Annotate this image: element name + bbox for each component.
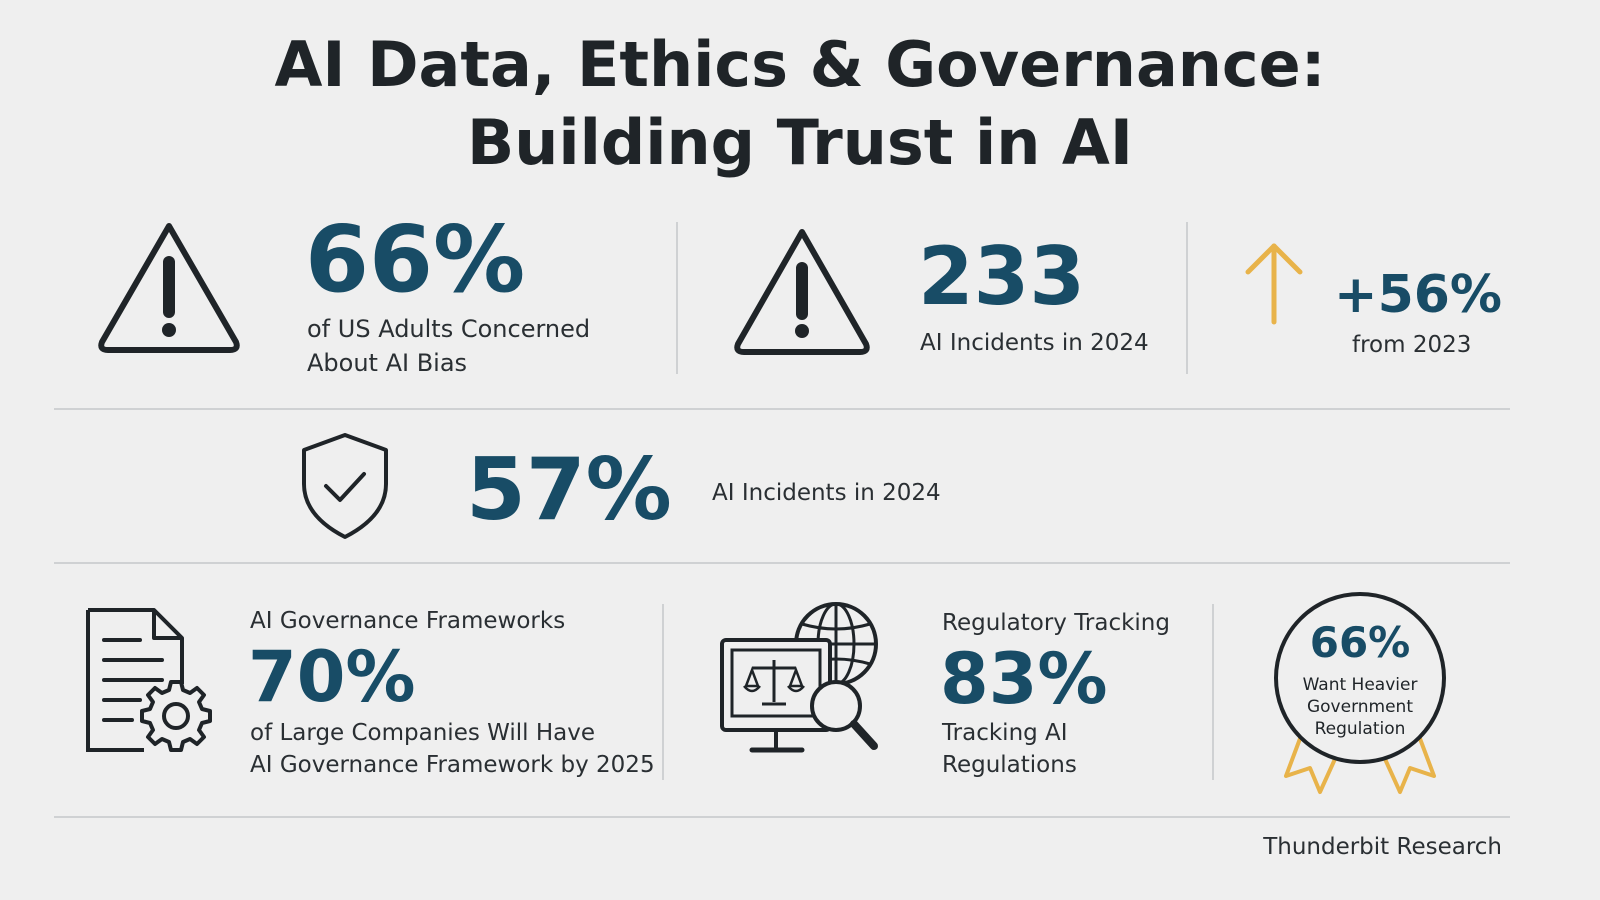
page-title-line-1: AI Data, Ethics & Governance: (274, 28, 1326, 101)
frameworks-line-1: of Large Companies Will Have (250, 720, 596, 746)
regulation-line-3: Regulation (1314, 719, 1406, 739)
tracking-heading: Regulatory Tracking (942, 610, 1170, 636)
row3-divider-1 (662, 604, 664, 780)
frameworks-heading: AI Governance Frameworks (250, 608, 566, 634)
page-title-line-2: Building Trust in AI (467, 106, 1133, 179)
tracking-line-2: Regulations (942, 752, 1077, 778)
incidents-stat-value: 233 (918, 230, 1085, 323)
regulation-line-1: Want Heavier (1302, 675, 1418, 695)
shield-check-icon (302, 433, 388, 539)
growth-stat-value: +56% (1334, 265, 1503, 325)
monitor-scales-globe-icon (720, 602, 878, 753)
bias-stat-line-2: About AI Bias (307, 349, 468, 377)
tracking-line-1: Tracking AI (942, 720, 1068, 746)
arrow-up-icon (1245, 243, 1303, 325)
bias-stat-line-1: of US Adults Concerned (307, 315, 591, 343)
row3-divider-2 (1212, 604, 1214, 780)
divider-row-2 (54, 562, 1510, 564)
regulation-line-2: Government (1306, 697, 1414, 717)
growth-stat-label: from 2023 (1352, 332, 1472, 358)
bias-stat-value: 66% (305, 206, 526, 313)
divider-footer (54, 816, 1510, 818)
warning-icon (98, 223, 240, 353)
row1-divider-1 (676, 222, 678, 374)
warning-icon (734, 229, 870, 355)
frameworks-stat-value: 70% (248, 636, 416, 718)
tracking-stat-value: 83% (940, 638, 1108, 720)
award-badge-icon (1274, 592, 1446, 794)
trust-stat-value: 57% (466, 440, 672, 540)
regulation-stat-value: 66% (1309, 618, 1411, 667)
incidents-stat-label: AI Incidents in 2024 (920, 330, 1149, 356)
trust-stat-label: AI Incidents in 2024 (712, 480, 941, 506)
row1-divider-2 (1186, 222, 1188, 374)
divider-row-1 (54, 408, 1510, 410)
source-credit: Thunderbit Research (1263, 834, 1502, 860)
document-gear-icon (86, 608, 212, 752)
frameworks-line-2: AI Governance Framework by 2025 (250, 752, 655, 778)
